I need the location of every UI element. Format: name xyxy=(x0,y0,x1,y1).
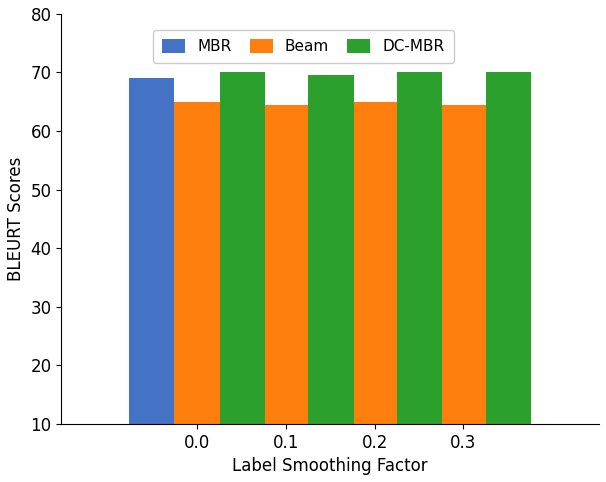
Bar xyxy=(397,72,442,482)
Bar xyxy=(218,175,263,482)
Y-axis label: BLEURT Scores: BLEURT Scores xyxy=(7,157,25,281)
Bar xyxy=(263,105,308,482)
Bar xyxy=(219,72,265,482)
Bar xyxy=(441,105,486,482)
Bar xyxy=(308,75,354,482)
Bar xyxy=(129,79,175,482)
Bar xyxy=(352,102,397,482)
X-axis label: Label Smoothing Factor: Label Smoothing Factor xyxy=(232,457,428,475)
Bar xyxy=(396,360,441,482)
Bar xyxy=(486,72,531,482)
Legend: MBR, Beam, DC-MBR: MBR, Beam, DC-MBR xyxy=(153,30,454,63)
Bar xyxy=(175,102,219,482)
Bar xyxy=(307,298,352,482)
